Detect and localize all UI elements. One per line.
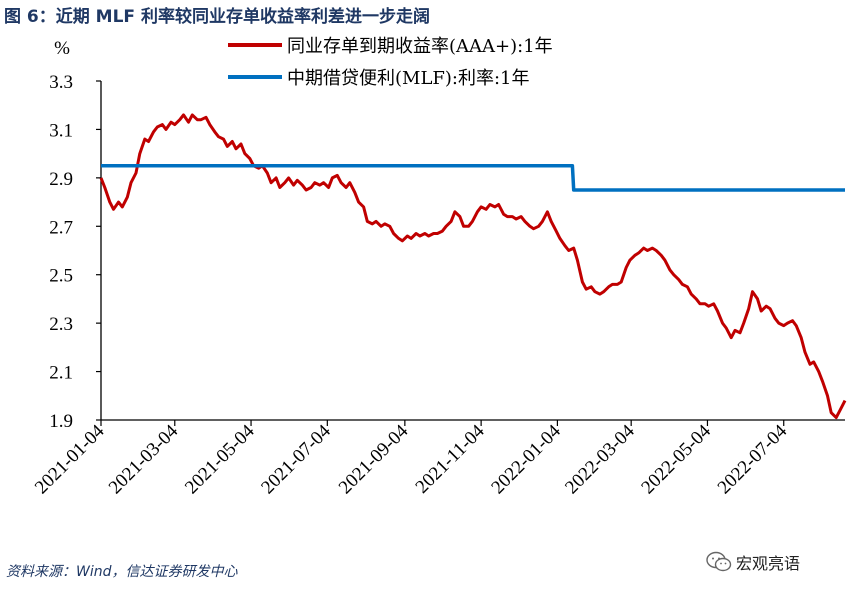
wechat-icon: [706, 551, 732, 572]
chart-axes: [100, 81, 845, 421]
ncd-yield-line: [99, 113, 847, 420]
y-tick-label: 3.3: [49, 72, 73, 93]
x-tick-label: 2021-05-04: [181, 420, 259, 498]
y-axis-unit-label: %: [54, 38, 70, 59]
y-tick-label: 2.5: [49, 266, 73, 287]
legend-label: 同业存单到期收益率(AAA+):1年: [287, 36, 553, 57]
x-tick-label: 2022-01-04: [487, 420, 565, 498]
watermark-text: 宏观亮语: [736, 554, 801, 573]
x-tick-label: 2022-03-04: [561, 420, 639, 498]
y-tick-label: 2.1: [49, 363, 73, 384]
x-tick-label: 2022-05-04: [637, 420, 715, 498]
y-tick-label: 2.7: [49, 217, 73, 238]
y-tick-label: 2.3: [49, 314, 73, 335]
y-tick-label: 1.9: [49, 411, 73, 432]
figure-title: 图 6：近期 MLF 利率较同业存单收益率利差进一步走阔: [4, 7, 430, 27]
watermark: 宏观亮语: [706, 549, 800, 575]
x-axis-ticks: 2021-01-042021-03-042021-05-042021-07-04…: [31, 420, 792, 498]
y-tick-label: 3.1: [49, 120, 73, 141]
legend-label: 中期借贷便利(MLF):利率:1年: [287, 68, 530, 89]
x-tick-label: 2021-11-04: [412, 420, 489, 497]
x-tick-label: 2021-07-04: [257, 420, 335, 498]
x-tick-label: 2021-09-04: [335, 420, 413, 498]
x-tick-label: 2022-07-04: [714, 420, 792, 498]
x-tick-label: 2021-03-04: [105, 420, 183, 498]
y-tick-label: 2.9: [49, 169, 73, 190]
y-axis-ticks: 3.3 3.1 2.9 2.7 2.5 2.3 2.1 1.9: [49, 72, 101, 432]
source-note: 资料来源：Wind，信达证券研发中心: [6, 564, 238, 580]
x-tick-label: 2021-01-04: [31, 420, 109, 498]
series-lines: [99, 113, 847, 420]
mlf-rate-line: [101, 163, 845, 192]
